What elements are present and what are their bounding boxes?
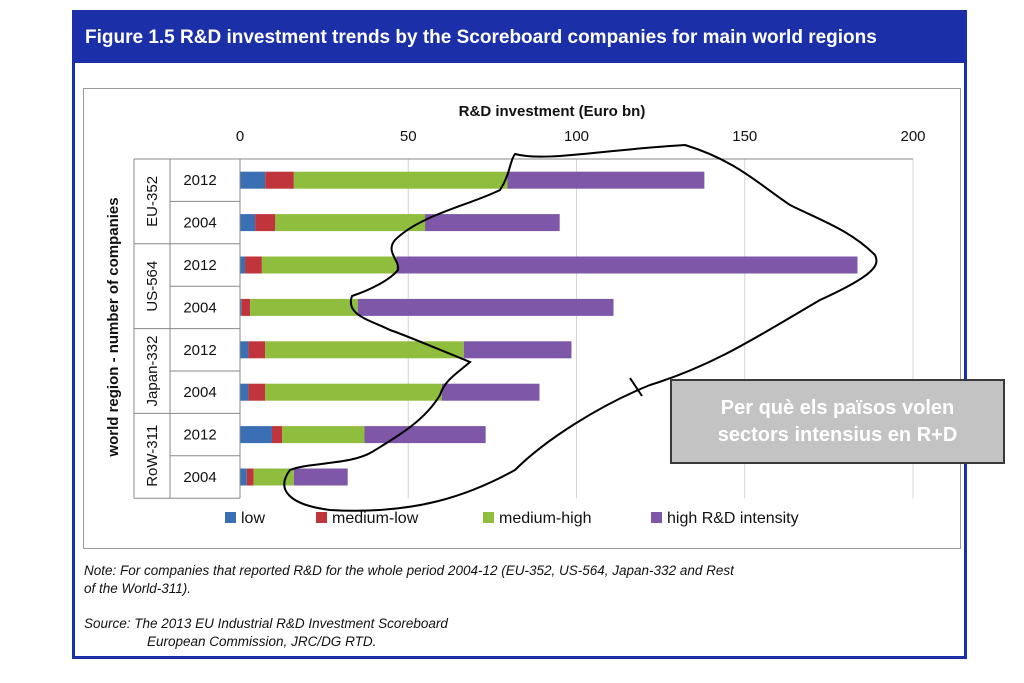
hand-drawn-outline bbox=[283, 143, 878, 512]
bar-segment bbox=[240, 171, 266, 189]
bar-segment bbox=[265, 341, 464, 359]
bar-segment bbox=[261, 256, 397, 274]
bar-segment bbox=[240, 298, 242, 316]
row-year-label: 2012 bbox=[183, 427, 216, 444]
bar-segment bbox=[248, 341, 266, 359]
row-year-label: 2004 bbox=[183, 469, 216, 486]
bar-segment bbox=[241, 298, 251, 316]
row-year-label: 2004 bbox=[183, 215, 216, 232]
group-label: US-564 bbox=[144, 261, 161, 312]
bar-segment bbox=[441, 383, 540, 401]
x-tick-label: 200 bbox=[900, 128, 925, 145]
bar-segment bbox=[240, 426, 272, 444]
bar-segment bbox=[357, 298, 614, 316]
x-tick-label: 0 bbox=[236, 128, 244, 145]
bar-segment bbox=[396, 256, 858, 274]
bar-segment bbox=[265, 383, 442, 401]
legend-label: high R&D intensity bbox=[667, 510, 799, 527]
bar-segment bbox=[240, 468, 247, 486]
source-line-1: Source: The 2013 EU Industrial R&D Inves… bbox=[84, 616, 448, 631]
legend-swatch bbox=[483, 512, 494, 523]
chart-title: R&D investment (Euro bn) bbox=[459, 103, 646, 120]
row-year-label: 2004 bbox=[183, 384, 216, 401]
legend-swatch bbox=[225, 512, 236, 523]
row-year-label: 2004 bbox=[183, 299, 216, 316]
bar-segment bbox=[246, 468, 254, 486]
bar-segment bbox=[271, 426, 283, 444]
bar-segment bbox=[265, 171, 294, 189]
bar-segment bbox=[275, 214, 426, 232]
bar-segment bbox=[240, 256, 246, 274]
bar-segment bbox=[240, 341, 249, 359]
legend-label: medium-high bbox=[499, 510, 591, 527]
bar-segment bbox=[293, 171, 508, 189]
annotation-line-1: Per què els països volen bbox=[720, 396, 955, 419]
bar-segment bbox=[240, 383, 249, 401]
group-label: Japan-332 bbox=[144, 336, 161, 407]
annotation-callout: Per què els països volen sectors intensi… bbox=[670, 379, 1005, 464]
bar-segment bbox=[250, 298, 358, 316]
chart-area bbox=[83, 88, 961, 549]
x-tick-label: 100 bbox=[564, 128, 589, 145]
legend-label: medium-low bbox=[332, 510, 419, 527]
x-tick-label: 50 bbox=[400, 128, 417, 145]
bar-segment bbox=[293, 468, 348, 486]
annotation-line-2: sectors intensius en R+D bbox=[717, 423, 958, 446]
figure-title: Figure 1.5 R&D investment trends by the … bbox=[75, 13, 964, 63]
legend-swatch bbox=[316, 512, 327, 523]
row-year-label: 2012 bbox=[183, 342, 216, 359]
source-line-2: European Commission, JRC/DG RTD. bbox=[147, 634, 377, 649]
bar-segment bbox=[364, 426, 486, 444]
bar-segment bbox=[255, 214, 276, 232]
bar-segment bbox=[240, 214, 256, 232]
bar-segment bbox=[282, 426, 365, 444]
note-line-2: of the World-311). bbox=[84, 581, 192, 596]
x-tick-label: 150 bbox=[732, 128, 757, 145]
note-line-1: Note: For companies that reported R&D fo… bbox=[84, 563, 734, 578]
group-label: EU-352 bbox=[144, 176, 161, 227]
row-year-label: 2012 bbox=[183, 257, 216, 274]
y-axis-label: world region - number of companies bbox=[105, 197, 122, 457]
hand-drawn-tick bbox=[629, 377, 643, 397]
bar-segment bbox=[507, 171, 705, 189]
bar-segment bbox=[245, 256, 262, 274]
group-label: RoW-311 bbox=[144, 425, 161, 487]
bar-segment bbox=[248, 383, 266, 401]
bar-segment bbox=[253, 468, 294, 486]
bar-segment bbox=[463, 341, 572, 359]
row-year-label: 2012 bbox=[183, 172, 216, 189]
legend-swatch bbox=[651, 512, 662, 523]
bar-segment bbox=[425, 214, 560, 232]
legend-label: low bbox=[241, 510, 265, 527]
